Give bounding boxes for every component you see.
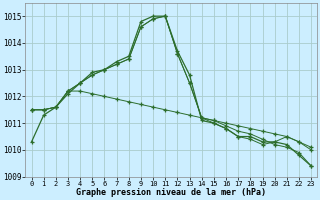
X-axis label: Graphe pression niveau de la mer (hPa): Graphe pression niveau de la mer (hPa) bbox=[76, 188, 266, 197]
